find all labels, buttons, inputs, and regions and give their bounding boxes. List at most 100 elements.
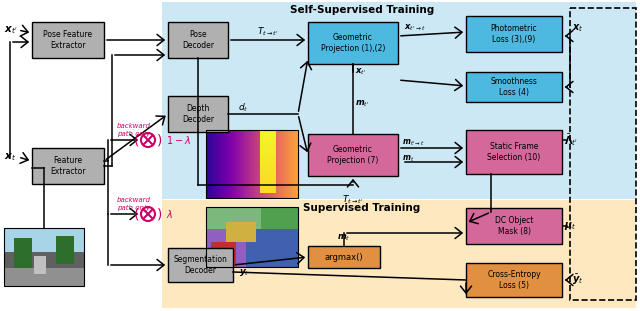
FancyBboxPatch shape <box>275 186 276 187</box>
FancyBboxPatch shape <box>168 248 233 282</box>
FancyBboxPatch shape <box>265 190 266 191</box>
FancyBboxPatch shape <box>265 173 266 174</box>
FancyBboxPatch shape <box>272 168 273 169</box>
FancyBboxPatch shape <box>271 165 272 166</box>
FancyBboxPatch shape <box>272 141 273 142</box>
FancyBboxPatch shape <box>263 131 264 132</box>
FancyBboxPatch shape <box>270 142 271 143</box>
FancyBboxPatch shape <box>270 178 271 179</box>
FancyBboxPatch shape <box>265 139 266 140</box>
FancyBboxPatch shape <box>261 173 262 174</box>
FancyBboxPatch shape <box>291 130 292 198</box>
FancyBboxPatch shape <box>262 143 263 144</box>
FancyBboxPatch shape <box>265 165 266 166</box>
FancyBboxPatch shape <box>264 190 265 191</box>
FancyBboxPatch shape <box>263 151 264 152</box>
FancyBboxPatch shape <box>261 137 262 138</box>
FancyBboxPatch shape <box>266 191 267 192</box>
FancyBboxPatch shape <box>263 182 264 183</box>
FancyBboxPatch shape <box>272 163 273 164</box>
FancyBboxPatch shape <box>266 133 267 134</box>
FancyBboxPatch shape <box>267 150 268 151</box>
FancyBboxPatch shape <box>225 130 226 198</box>
FancyBboxPatch shape <box>275 148 276 149</box>
FancyBboxPatch shape <box>269 192 270 193</box>
FancyBboxPatch shape <box>266 149 267 150</box>
FancyBboxPatch shape <box>264 191 265 192</box>
FancyBboxPatch shape <box>274 171 275 172</box>
FancyBboxPatch shape <box>272 133 273 134</box>
FancyBboxPatch shape <box>269 161 270 162</box>
FancyBboxPatch shape <box>265 137 266 138</box>
FancyBboxPatch shape <box>271 162 272 163</box>
FancyBboxPatch shape <box>271 180 272 181</box>
FancyBboxPatch shape <box>268 148 269 149</box>
FancyBboxPatch shape <box>262 146 263 147</box>
FancyBboxPatch shape <box>274 167 275 168</box>
FancyBboxPatch shape <box>221 130 222 198</box>
FancyBboxPatch shape <box>267 157 268 158</box>
FancyBboxPatch shape <box>267 146 268 147</box>
FancyBboxPatch shape <box>206 130 207 198</box>
FancyBboxPatch shape <box>264 172 265 173</box>
FancyBboxPatch shape <box>266 164 267 165</box>
FancyBboxPatch shape <box>260 149 261 150</box>
FancyBboxPatch shape <box>271 152 272 153</box>
FancyBboxPatch shape <box>274 163 275 164</box>
FancyBboxPatch shape <box>34 256 46 274</box>
FancyBboxPatch shape <box>265 130 266 131</box>
FancyBboxPatch shape <box>265 155 266 156</box>
FancyBboxPatch shape <box>262 155 263 156</box>
FancyBboxPatch shape <box>270 155 271 156</box>
FancyBboxPatch shape <box>282 130 283 198</box>
FancyBboxPatch shape <box>269 183 270 184</box>
FancyBboxPatch shape <box>271 163 272 164</box>
FancyBboxPatch shape <box>274 156 275 157</box>
FancyBboxPatch shape <box>266 147 267 148</box>
FancyBboxPatch shape <box>260 173 261 174</box>
FancyBboxPatch shape <box>261 207 298 229</box>
FancyBboxPatch shape <box>261 141 262 142</box>
FancyBboxPatch shape <box>261 143 262 144</box>
FancyBboxPatch shape <box>273 168 274 169</box>
FancyBboxPatch shape <box>264 147 265 148</box>
FancyBboxPatch shape <box>262 144 263 145</box>
FancyBboxPatch shape <box>271 130 272 131</box>
FancyBboxPatch shape <box>260 174 261 175</box>
FancyBboxPatch shape <box>263 173 264 174</box>
FancyBboxPatch shape <box>268 174 269 175</box>
FancyBboxPatch shape <box>269 133 270 134</box>
FancyBboxPatch shape <box>262 130 263 198</box>
FancyBboxPatch shape <box>270 168 271 169</box>
FancyBboxPatch shape <box>274 139 275 140</box>
FancyBboxPatch shape <box>273 171 274 172</box>
FancyBboxPatch shape <box>263 154 264 155</box>
FancyBboxPatch shape <box>264 131 265 132</box>
FancyBboxPatch shape <box>270 158 271 159</box>
FancyBboxPatch shape <box>276 130 277 198</box>
FancyBboxPatch shape <box>275 131 276 132</box>
FancyBboxPatch shape <box>261 190 262 191</box>
FancyBboxPatch shape <box>267 167 268 168</box>
Text: $\boldsymbol{x}_{t}$: $\boldsymbol{x}_{t}$ <box>572 22 584 34</box>
FancyBboxPatch shape <box>265 185 266 186</box>
FancyBboxPatch shape <box>261 188 262 189</box>
FancyBboxPatch shape <box>264 182 265 183</box>
FancyBboxPatch shape <box>273 154 274 155</box>
FancyBboxPatch shape <box>260 164 261 165</box>
FancyBboxPatch shape <box>269 164 270 165</box>
FancyBboxPatch shape <box>275 150 276 151</box>
FancyBboxPatch shape <box>263 142 264 143</box>
FancyBboxPatch shape <box>266 136 267 137</box>
FancyBboxPatch shape <box>264 168 265 169</box>
FancyBboxPatch shape <box>271 176 272 177</box>
FancyBboxPatch shape <box>260 161 261 162</box>
FancyBboxPatch shape <box>275 155 276 156</box>
FancyBboxPatch shape <box>271 183 272 184</box>
FancyBboxPatch shape <box>262 148 263 149</box>
FancyBboxPatch shape <box>263 162 264 163</box>
FancyBboxPatch shape <box>292 130 293 198</box>
FancyBboxPatch shape <box>267 140 268 141</box>
FancyBboxPatch shape <box>274 141 275 142</box>
FancyBboxPatch shape <box>271 154 272 155</box>
